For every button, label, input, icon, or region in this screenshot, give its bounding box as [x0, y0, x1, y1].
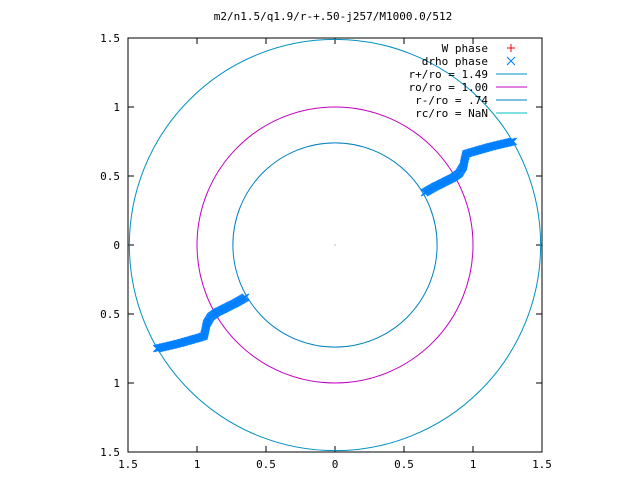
point-series [152, 137, 518, 353]
y-tick-label: 1 [113, 101, 120, 114]
center-dot [334, 244, 336, 246]
circle-4 [232, 142, 438, 348]
x-marker [507, 137, 516, 146]
legend-label: r+/ro = 1.49 [409, 68, 488, 81]
x-marker [509, 137, 518, 146]
x-tick-label: 1 [194, 458, 201, 471]
chart-title: m2/n1.5/q1.9/r-+.50-j257/M1000.0/512 [214, 10, 452, 23]
y-tick-label: 1.5 [100, 32, 120, 45]
y-tick-label: 1 [113, 377, 120, 390]
x-tick-label: 1.5 [532, 458, 552, 471]
y-tick-label: 0 [113, 239, 120, 252]
x-tick-label: 0.5 [256, 458, 276, 471]
x-marker [155, 343, 164, 352]
legend-plus-marker [507, 44, 515, 52]
x-marker [506, 138, 515, 147]
axis-ticks: 1.5 1 0.5 0 0.5 1 1.51.510.500.511.5 [100, 32, 552, 471]
y-tick-label: 0.5 [100, 308, 120, 321]
circle-series [128, 38, 542, 452]
legend-label: rc/ro = NaN [415, 107, 488, 120]
y-tick-label: 1.5 [100, 446, 120, 459]
x-tick-label: 1.5 [118, 458, 138, 471]
circle-3 [196, 106, 474, 384]
legend-label: drho phase [422, 55, 488, 68]
legend-x-marker [506, 56, 516, 66]
circle-2 [128, 38, 542, 452]
legend-label: r-/ro = .74 [415, 94, 488, 107]
x-tick-label: 1 [470, 458, 477, 471]
y-tick-label: 0.5 [100, 170, 120, 183]
x-marker [154, 344, 163, 353]
x-marker [152, 344, 161, 353]
x-tick-label: 0.5 [394, 458, 414, 471]
legend-label: W phase [442, 42, 488, 55]
legend-label: ro/ro = 1.00 [409, 81, 488, 94]
x-tick-label: 0 [332, 458, 339, 471]
